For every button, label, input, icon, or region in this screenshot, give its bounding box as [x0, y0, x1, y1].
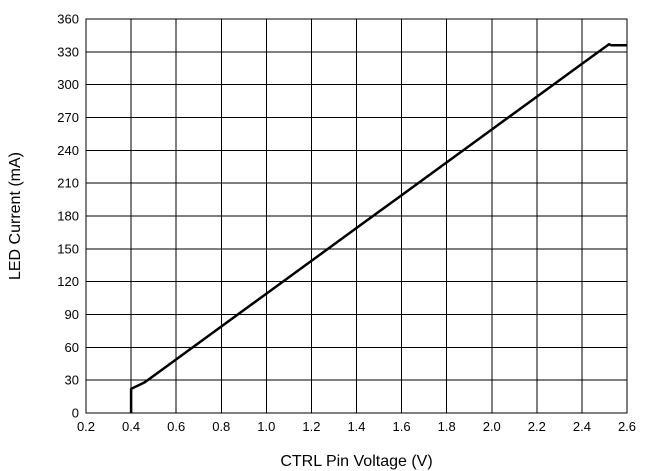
grid: [85, 18, 628, 414]
series-layer: [129, 42, 627, 413]
x-axis-label: CTRL Pin Voltage (V): [280, 453, 432, 470]
series-line: [129, 42, 627, 413]
x-tick-label: 1.0: [257, 419, 275, 434]
x-tick-labels: 0.2 0.4 0.6 0.8 1.0 1.2 1.4 1.6 1.8 2.0 2.2 2.4 2.6: [77, 419, 636, 434]
plot-frame: [85, 18, 628, 414]
x-tick-label: 2.2: [528, 419, 546, 434]
y-tick-label: 300: [57, 77, 79, 92]
x-tick-label: 1.8: [438, 419, 456, 434]
x-tick-label: 0.6: [167, 419, 185, 434]
y-tick-label: 210: [57, 176, 79, 191]
y-tick-label: 270: [57, 110, 79, 125]
x-tick-label: 1.4: [347, 419, 365, 434]
x-tick-label: 2.6: [618, 419, 636, 434]
y-tick-label: 60: [65, 340, 79, 355]
y-tick-label: 150: [57, 241, 79, 256]
y-tick-labels: 0 30 60 90 120 150 180 210 240 270 300 330 360: [57, 12, 79, 421]
x-tick-label: 0.2: [77, 419, 95, 434]
x-tick-label: 0.8: [212, 419, 230, 434]
y-tick-label: 360: [57, 12, 79, 27]
x-tick-label: 2.4: [573, 419, 591, 434]
y-tick-label: 330: [57, 44, 79, 59]
y-tick-label: 120: [57, 274, 79, 289]
x-tick-label: 1.2: [302, 419, 320, 434]
y-axis-label: LED Current (mA): [7, 152, 24, 280]
x-tick-label: 2.0: [483, 419, 501, 434]
y-tick-label: 30: [65, 373, 79, 388]
x-tick-label: 0.4: [122, 419, 140, 434]
y-tick-label: 240: [57, 143, 79, 158]
y-tick-label: 90: [65, 307, 79, 322]
y-tick-label: 0: [72, 406, 79, 421]
x-tick-label: 1.6: [393, 419, 411, 434]
y-tick-label: 180: [57, 209, 79, 224]
